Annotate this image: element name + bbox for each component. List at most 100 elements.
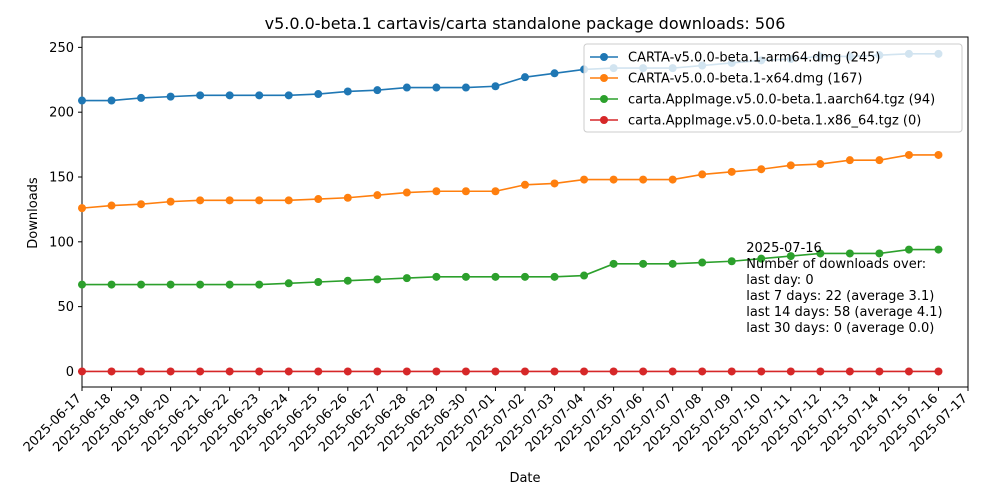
data-point	[196, 91, 205, 100]
legend-swatch-marker	[600, 116, 608, 124]
data-point	[107, 96, 116, 105]
data-point	[461, 272, 470, 281]
data-point	[461, 83, 470, 92]
data-point	[166, 367, 175, 376]
data-point	[196, 280, 205, 289]
legend-label: carta.AppImage.v5.0.0-beta.1.x86_64.tgz …	[628, 114, 921, 129]
data-point	[284, 91, 293, 100]
data-point	[225, 91, 234, 100]
data-point	[255, 196, 264, 205]
data-point	[432, 83, 441, 92]
data-point	[845, 156, 854, 165]
annotation-line: last 7 days: 22 (average 3.1)	[746, 289, 934, 304]
data-point	[904, 150, 913, 159]
data-point	[373, 191, 382, 200]
data-point	[609, 175, 618, 184]
data-point	[698, 258, 707, 267]
legend-swatch-marker	[600, 95, 608, 103]
y-tick-label: 200	[49, 106, 74, 121]
data-point	[521, 180, 529, 189]
series-3	[78, 367, 943, 376]
data-point	[78, 96, 86, 105]
data-point	[196, 367, 205, 376]
data-point	[609, 367, 618, 376]
data-point	[432, 367, 441, 376]
data-point	[402, 188, 411, 197]
data-point	[816, 160, 825, 169]
data-point	[550, 69, 559, 78]
data-point	[491, 367, 500, 376]
legend-item: carta.AppImage.v5.0.0-beta.1.aarch64.tgz…	[590, 93, 935, 108]
data-point	[137, 367, 146, 376]
data-point	[580, 271, 589, 280]
annotation-line: 2025-07-16	[746, 241, 822, 256]
data-point	[757, 165, 766, 174]
data-point	[934, 245, 943, 254]
data-point	[314, 90, 323, 99]
data-point	[845, 249, 854, 258]
data-point	[550, 179, 559, 188]
data-point	[904, 367, 913, 376]
data-point	[373, 86, 382, 95]
data-point	[698, 367, 707, 376]
data-point	[107, 280, 116, 289]
legend-label: CARTA-v5.0.0-beta.1-arm64.dmg (245)	[628, 51, 880, 66]
data-point	[875, 367, 884, 376]
y-tick-label: 50	[57, 300, 74, 315]
y-tick-label: 150	[49, 171, 74, 186]
data-point	[255, 91, 264, 100]
data-point	[668, 259, 677, 268]
y-axis: 0 50 100 150 200 250	[49, 41, 82, 380]
data-point	[196, 196, 205, 205]
data-point	[491, 82, 500, 91]
data-point	[698, 170, 707, 179]
series-line	[81, 154, 939, 209]
data-point	[639, 259, 648, 268]
y-axis-label: Downloads	[26, 177, 41, 249]
chart-title: v5.0.0-beta.1 cartavis/carta standalone …	[265, 14, 786, 33]
data-point	[786, 252, 795, 261]
data-point	[314, 367, 323, 376]
data-point	[432, 272, 441, 281]
x-axis: 2025-06-172025-06-182025-06-192025-06-20…	[21, 387, 971, 455]
data-point	[550, 367, 559, 376]
annotation-line: last 14 days: 58 (average 4.1)	[746, 305, 942, 320]
data-point	[727, 367, 736, 376]
data-point	[166, 280, 175, 289]
data-point	[314, 278, 323, 286]
series-line	[82, 248, 939, 286]
data-point	[432, 187, 441, 196]
data-point	[343, 276, 352, 285]
legend-item: CARTA-v5.0.0-beta.1-x64.dmg (167)	[590, 72, 862, 87]
data-point	[107, 201, 116, 210]
data-point	[255, 367, 264, 376]
data-point	[639, 367, 648, 376]
legend-label: carta.AppImage.v5.0.0-beta.1.aarch64.tgz…	[628, 93, 935, 108]
legend-item: CARTA-v5.0.0-beta.1-arm64.dmg (245)	[590, 51, 880, 66]
data-point	[668, 367, 677, 376]
data-point	[757, 367, 766, 376]
annotation-line: Number of downloads over:	[746, 257, 926, 272]
data-point	[521, 73, 529, 82]
y-tick-label: 0	[66, 365, 74, 380]
data-point	[137, 93, 146, 102]
data-point	[373, 367, 382, 376]
data-point	[609, 259, 618, 268]
data-point	[166, 197, 175, 206]
data-point	[461, 367, 470, 376]
legend-box	[583, 43, 963, 133]
data-point	[78, 367, 86, 376]
legend-swatch-marker	[600, 53, 608, 61]
data-point	[816, 367, 825, 376]
annotation-line: last day: 0	[746, 273, 813, 288]
y-tick-label: 250	[49, 41, 74, 56]
data-point	[343, 193, 352, 202]
data-point	[845, 367, 854, 376]
series-2	[78, 245, 943, 289]
data-point	[255, 280, 264, 289]
y-tick-label: 100	[49, 235, 74, 250]
data-point	[934, 150, 943, 159]
data-point	[668, 175, 677, 184]
data-point	[786, 367, 795, 376]
data-point	[343, 367, 352, 376]
